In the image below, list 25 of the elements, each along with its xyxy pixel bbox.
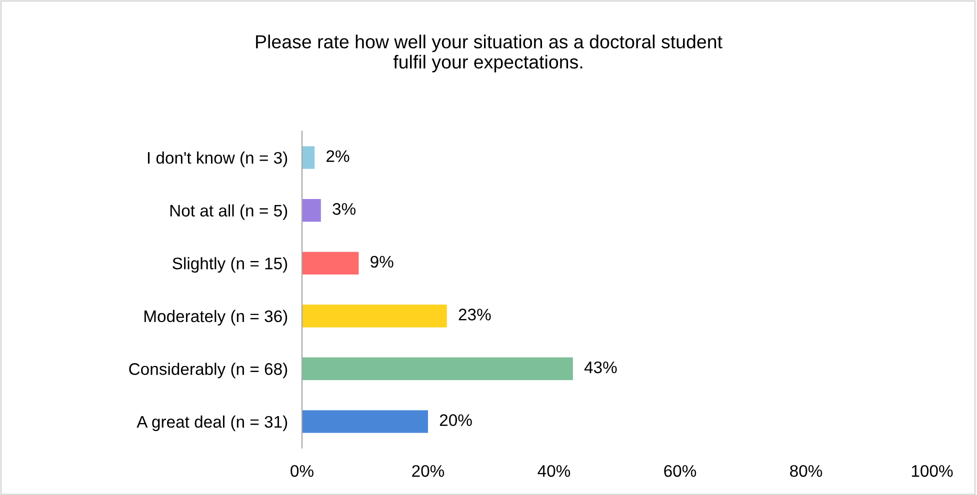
data-label: 43% xyxy=(584,361,617,374)
data-label: 20% xyxy=(440,414,472,426)
bar xyxy=(302,146,315,169)
y-tick-label: Moderately (n = 36) xyxy=(144,310,288,326)
x-tick-label: 80% xyxy=(790,465,822,477)
bar xyxy=(302,304,447,328)
chart-title: Please rate how well your situation as a doctoral student fulfil your expectations. xyxy=(256,34,722,72)
x-tick-label: 40% xyxy=(538,465,570,477)
bar xyxy=(302,252,359,275)
y-tick-label: Slightly (n = 15) xyxy=(172,257,288,273)
y-tick-label: Not at all (n = 5) xyxy=(170,204,288,220)
bar xyxy=(302,410,428,433)
bar xyxy=(302,199,321,222)
data-label: 23% xyxy=(458,308,491,320)
data-label: 3% xyxy=(332,203,356,215)
y-tick-label: A great deal (n = 31) xyxy=(136,416,288,432)
x-tick-label: 100% xyxy=(912,465,953,477)
y-tick-label: Considerably (n = 68) xyxy=(129,362,288,378)
x-tick-label: 20% xyxy=(412,465,444,477)
y-tick-label: I don't know (n = 3) xyxy=(148,152,288,168)
x-tick-label: 60% xyxy=(664,465,696,477)
data-label: 9% xyxy=(370,256,394,268)
x-tick-label: 0% xyxy=(290,465,314,477)
data-label: 2% xyxy=(326,150,350,162)
bar xyxy=(302,357,573,380)
